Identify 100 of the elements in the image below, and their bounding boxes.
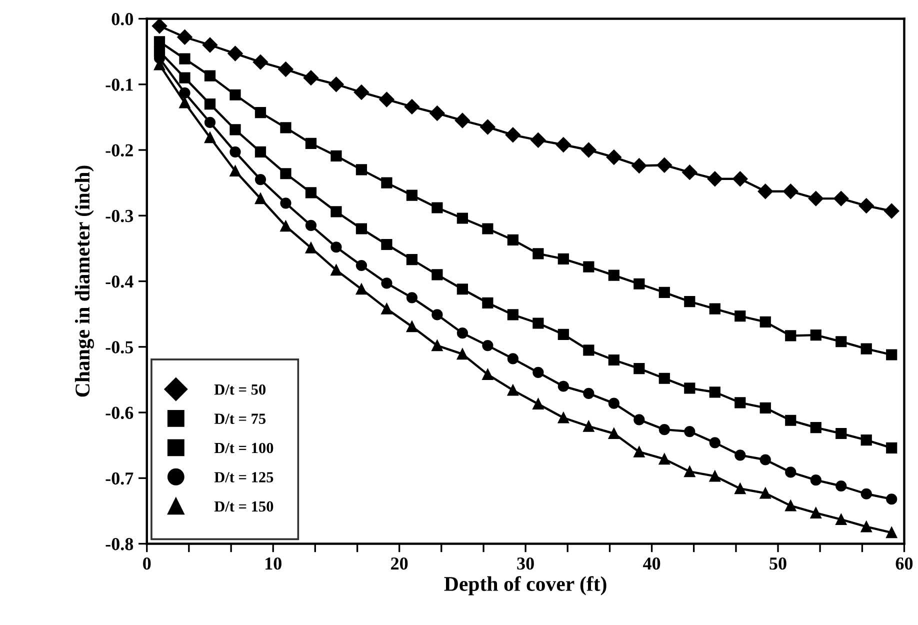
point	[860, 343, 872, 354]
point	[707, 171, 722, 186]
y-tick-label: -0.2	[106, 144, 133, 157]
x-tick-label: 50	[770, 557, 786, 570]
point	[330, 150, 342, 162]
point	[760, 454, 771, 466]
point	[230, 89, 241, 100]
legend-label: D/t = 100	[214, 442, 274, 454]
point	[177, 30, 192, 45]
point	[356, 260, 368, 272]
point	[280, 198, 292, 209]
point	[583, 388, 594, 400]
point	[606, 150, 622, 165]
point	[858, 198, 874, 214]
y-tick-label: -0.5	[106, 341, 134, 354]
point	[381, 278, 392, 289]
legend-label: D/t = 125	[214, 472, 274, 482]
point	[583, 420, 594, 432]
point	[810, 422, 822, 434]
point	[328, 76, 344, 92]
point	[230, 165, 241, 177]
point	[305, 187, 317, 198]
point	[356, 164, 368, 176]
y-tick-label: -0.4	[106, 276, 134, 288]
point	[254, 146, 266, 158]
point	[886, 349, 898, 360]
legend-label: D/t = 150	[214, 501, 274, 512]
point	[356, 223, 368, 234]
point	[432, 202, 443, 214]
point	[507, 384, 518, 396]
point	[202, 37, 218, 53]
point	[404, 99, 420, 114]
point	[356, 284, 368, 295]
x-tick-label: 40	[643, 557, 660, 570]
point	[204, 70, 216, 82]
point	[482, 223, 494, 234]
legend-label: D/t = 50	[214, 384, 266, 395]
point	[456, 284, 468, 295]
point	[179, 97, 190, 108]
point	[886, 527, 898, 538]
point	[608, 398, 620, 409]
point	[583, 261, 594, 272]
point	[558, 328, 569, 340]
point	[430, 106, 445, 121]
point	[280, 122, 292, 134]
point	[354, 84, 370, 100]
x-tick-label: 0	[143, 557, 151, 570]
point	[810, 507, 822, 518]
point	[456, 348, 468, 360]
point	[634, 414, 645, 426]
point	[684, 296, 696, 308]
point	[152, 18, 168, 34]
point	[658, 372, 670, 384]
point	[381, 177, 392, 188]
point	[810, 330, 822, 341]
point	[684, 466, 696, 478]
point	[810, 474, 822, 486]
point	[709, 470, 720, 482]
point	[608, 270, 620, 281]
point	[860, 434, 872, 446]
point	[558, 253, 569, 264]
point	[583, 344, 594, 356]
point	[682, 164, 698, 180]
point	[432, 269, 443, 280]
point	[330, 264, 342, 276]
point	[884, 203, 900, 219]
point	[254, 174, 266, 186]
point	[230, 124, 241, 136]
point	[734, 310, 746, 322]
y-tick-label: 0.0	[112, 13, 133, 26]
point	[305, 220, 317, 232]
point	[836, 514, 847, 526]
point	[179, 72, 190, 84]
point	[228, 46, 243, 62]
x-axis-title: Depth of cover (ft)	[444, 576, 606, 596]
point	[608, 428, 620, 440]
legend-label: D/t = 75	[214, 414, 266, 424]
point	[760, 488, 771, 499]
point	[860, 488, 872, 500]
point	[658, 286, 670, 298]
point	[254, 107, 266, 118]
point	[709, 437, 720, 448]
point	[785, 500, 796, 512]
point	[230, 146, 241, 158]
point	[406, 254, 418, 266]
point	[785, 414, 796, 426]
x-tick-label: 30	[517, 557, 534, 570]
point	[860, 521, 872, 532]
point	[558, 412, 569, 424]
point	[507, 309, 518, 320]
point	[760, 402, 771, 414]
point	[379, 92, 394, 108]
point	[179, 87, 190, 98]
point	[280, 220, 292, 232]
point	[507, 353, 518, 364]
point	[305, 138, 317, 149]
point	[656, 158, 672, 173]
point	[381, 303, 392, 314]
point	[456, 328, 468, 339]
point	[204, 98, 216, 110]
